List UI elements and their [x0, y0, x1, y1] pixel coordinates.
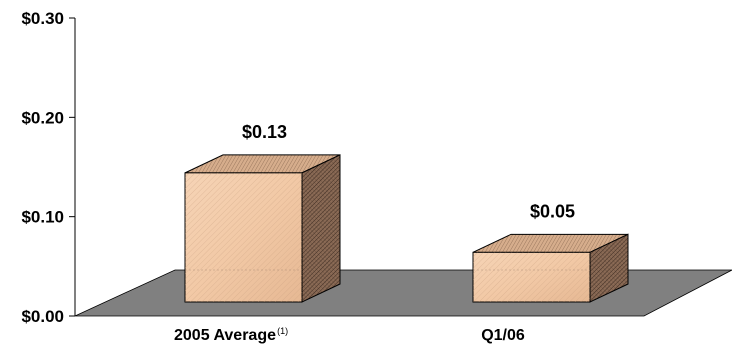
y-tick-label: $0.30	[21, 9, 64, 28]
data-label: $0.05	[530, 201, 575, 221]
bar-2: $0.05	[472, 201, 629, 303]
chart-floor	[74, 269, 732, 317]
bar-front-hatch	[185, 172, 302, 302]
category-labels: 2005 Average (1) Q1/06	[174, 326, 525, 344]
y-ticks: $0.00 $0.10 $0.20 $0.30	[21, 9, 75, 326]
bar-front-hatch	[473, 252, 590, 302]
y-tick-label: $0.20	[21, 108, 64, 127]
bar-side-hatch	[302, 154, 340, 302]
bars: $0.13 $0.05	[184, 122, 629, 303]
category-footnote-marker: (1)	[277, 326, 288, 336]
category-label: Q1/06	[481, 327, 525, 344]
bar-1: $0.13	[184, 122, 341, 303]
data-label: $0.13	[242, 122, 287, 142]
y-tick-label: $0.10	[21, 208, 64, 227]
y-tick-label: $0.00	[21, 307, 64, 326]
category-label: 2005 Average	[174, 327, 276, 344]
bar-side-hatch	[590, 234, 628, 302]
